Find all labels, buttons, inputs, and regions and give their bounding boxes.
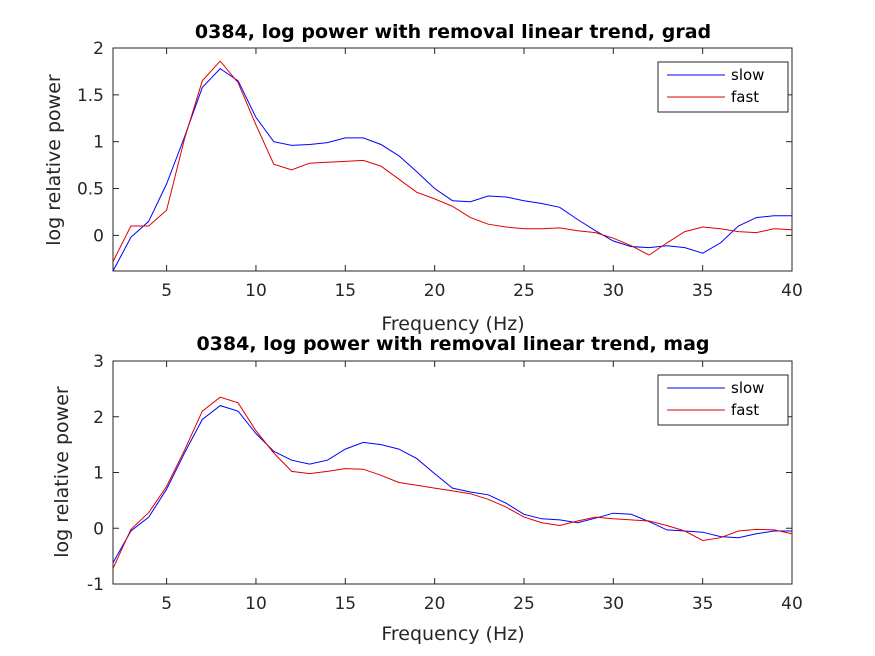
grad-series-fast [113, 60, 792, 262]
grad-ytick-label: 0 [93, 226, 104, 246]
grad-xtick-label: 5 [161, 281, 172, 301]
mag-series-slow [113, 405, 792, 564]
mag-y-axis-label: log relative power [51, 386, 73, 558]
grad-xtick-label: 30 [602, 281, 624, 301]
mag-ytick-label: 1 [93, 464, 104, 484]
mag-x-axis-label: Frequency (Hz) [381, 623, 524, 645]
mag-xtick-label: 20 [424, 594, 446, 614]
mag-ytick-label: 3 [93, 352, 104, 372]
grad-lines [113, 60, 792, 271]
mag-legend-label-fast: fast [731, 401, 759, 419]
grad-legend-box [657, 61, 789, 113]
grad-xtick-label: 20 [424, 281, 446, 301]
mag-xtick-label: 25 [513, 594, 535, 614]
grad-xtick-label: 35 [692, 281, 714, 301]
grad-xtick-label: 10 [245, 281, 267, 301]
mag-xtick-label: 35 [692, 594, 714, 614]
mag-xtick-label: 40 [781, 594, 803, 614]
grad-ytick-label: 0.5 [77, 180, 104, 200]
mag-plot: 0384, log power with removal linear tren… [51, 333, 803, 645]
mag-series-fast [113, 396, 792, 569]
mag-xtick-label: 15 [334, 594, 356, 614]
grad-plot-title: 0384, log power with removal linear tren… [195, 21, 711, 43]
grad-legend-label-fast: fast [731, 88, 759, 106]
grad-xtick-label: 15 [334, 281, 356, 301]
mag-ytick-label: 0 [93, 519, 104, 539]
grad-ytick-label: 1.5 [77, 86, 104, 106]
mag-ytick-label: 2 [93, 408, 104, 428]
mag-xtick-label: 10 [245, 594, 267, 614]
mag-xtick-label: 30 [602, 594, 624, 614]
grad-ytick-label: 2 [93, 39, 104, 59]
mag-legend-label-slow: slow [731, 379, 764, 397]
grad-y-axis-label: log relative power [43, 74, 65, 246]
grad-xtick-label: 40 [781, 281, 803, 301]
grad-xtick-label: 25 [513, 281, 535, 301]
grad-legend-label-slow: slow [731, 66, 764, 84]
grad-ytick-label: 1 [93, 133, 104, 153]
mag-plot-title: 0384, log power with removal linear tren… [196, 333, 709, 355]
mag-legend-box [657, 374, 789, 426]
grad-series-slow [113, 67, 792, 271]
grad-legend: slow fast [657, 61, 789, 113]
mag-xtick-label: 5 [161, 594, 172, 614]
mag-ytick-label: -1 [87, 575, 104, 595]
grad-x-axis-label: Frequency (Hz) [381, 313, 524, 335]
mag-legend: slow fast [657, 374, 789, 426]
mag-lines [113, 396, 792, 569]
grad-plot: 0384, log power with removal linear tren… [43, 21, 803, 335]
